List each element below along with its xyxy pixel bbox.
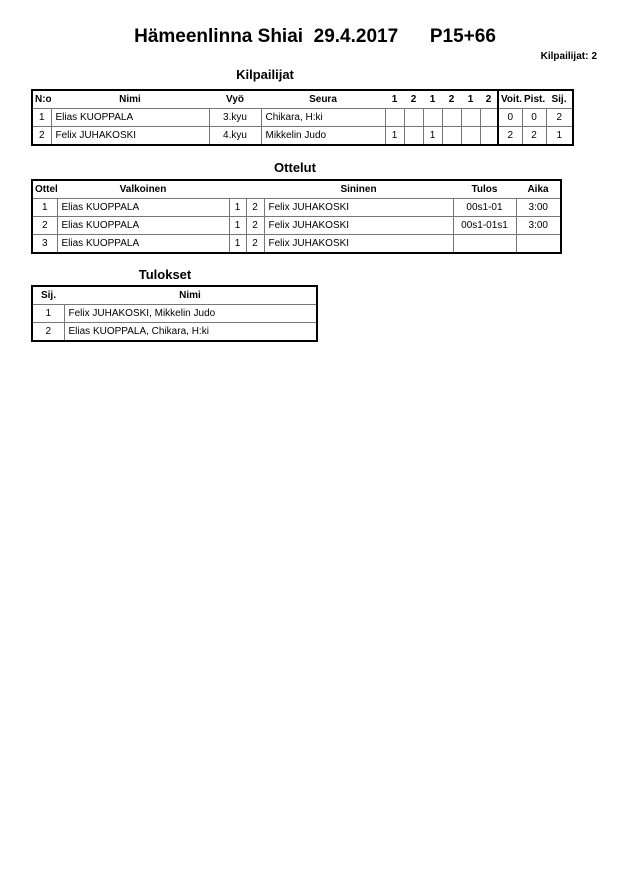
- table-cell: [479, 108, 499, 127]
- competitors-table: N:o Nimi Vyö Seura 1 2 1 2 1 2 Voit. Pist. Sij. 1 Elia…: [31, 89, 574, 146]
- matches-table: OtteluValkoinenSininenTulosAika1Elias KU…: [31, 179, 562, 254]
- table-cell: Chikara, H:ki: [260, 108, 386, 127]
- table-cell: 1: [422, 126, 443, 146]
- table-cell: Elias KUOPPALA: [56, 216, 230, 235]
- count-value: 2: [591, 51, 597, 62]
- count-label: Kilpailijat:: [540, 51, 589, 62]
- table-cell: 0: [497, 108, 523, 127]
- table-cell: 2: [521, 126, 547, 146]
- column-header: Ottelu: [32, 180, 57, 199]
- competitor-count: Kilpailijat: 2: [541, 51, 597, 62]
- column-header: [246, 180, 264, 199]
- category: P15+66: [429, 26, 496, 47]
- table-cell: 3:00: [515, 216, 562, 235]
- column-header: Valkoinen: [57, 180, 229, 199]
- table-row: 1 Felix JUHAKOSKI, Mikkelin Judo: [31, 304, 318, 323]
- event-date: 29.4.2017: [313, 26, 399, 47]
- table-row: 3 Elias KUOPPALA 1 2 Felix JUHAKOSKI: [31, 234, 562, 254]
- column-header: Sininen: [264, 180, 453, 199]
- column-header: Nimi: [51, 90, 209, 109]
- table-cell: [479, 126, 499, 146]
- table-cell: Elias KUOPPALA, Chikara, H:ki: [63, 322, 318, 342]
- table-cell: Felix JUHAKOSKI: [263, 234, 454, 254]
- column-header: Sij.: [546, 90, 573, 109]
- table-cell: [441, 126, 462, 146]
- table-cell: Mikkelin Judo: [260, 126, 386, 146]
- table-cell: 1: [228, 198, 247, 217]
- table-cell: 1: [31, 108, 52, 127]
- column-header: Voit.: [497, 90, 522, 109]
- section-title-tulokset: Tulokset: [138, 267, 192, 282]
- table-row: 2 Elias KUOPPALA 1 2 Felix JUHAKOSKI 00s1-01s…: [31, 216, 562, 235]
- table-cell: 2: [545, 108, 574, 127]
- table-cell: 1: [228, 234, 247, 254]
- table-row: 1 Elias KUOPPALA 3.kyu Chikara, H:ki 0 0 2: [31, 108, 574, 127]
- table-cell: 2: [31, 126, 52, 146]
- column-header: 1: [461, 90, 480, 109]
- table-cell: 2: [245, 198, 265, 217]
- table-row: 2 Felix JUHAKOSKI 4.kyu Mikkelin Judo 1 1 2 2 1: [31, 126, 574, 146]
- column-header: 2: [404, 90, 423, 109]
- table-cell: [403, 126, 424, 146]
- table-cell: 0: [521, 108, 547, 127]
- table-cell: 2: [31, 216, 58, 235]
- column-header: [229, 180, 246, 199]
- table-cell: [441, 108, 462, 127]
- column-header: 1: [423, 90, 442, 109]
- table-cell: Felix JUHAKOSKI: [263, 216, 454, 235]
- column-header: 2: [480, 90, 498, 109]
- table-cell: [422, 108, 443, 127]
- event-name: Hämeenlinna Shiai: [134, 26, 304, 47]
- table-cell: Elias KUOPPALA: [56, 198, 230, 217]
- table-cell: 2: [245, 234, 265, 254]
- table-cell: 4.kyu: [208, 126, 262, 146]
- table-cell: Felix JUHAKOSKI, Mikkelin Judo: [63, 304, 318, 323]
- column-header: 1: [385, 90, 404, 109]
- table-row: 1 Elias KUOPPALA 1 2 Felix JUHAKOSKI 00s1-01 3…: [31, 198, 562, 217]
- table-cell: [460, 108, 481, 127]
- column-header: 2: [442, 90, 461, 109]
- table-cell: 00s1-01: [452, 198, 517, 217]
- table-cell: 3: [31, 234, 58, 254]
- section-title-kilpailijat: Kilpailijat: [236, 67, 294, 82]
- table-cell: [515, 234, 562, 254]
- column-header: Tulos: [453, 180, 516, 199]
- table-cell: [452, 234, 517, 254]
- header-row: N:o Nimi Vyö Seura 1 2 1 2 1 2 Voit. Pist. Sij.: [32, 90, 573, 109]
- table-cell: [403, 108, 424, 127]
- table-cell: 3.kyu: [208, 108, 262, 127]
- column-header: Vyö: [209, 90, 261, 109]
- table-cell: 3:00: [515, 198, 562, 217]
- table-cell: Elias KUOPPALA: [50, 108, 210, 127]
- table-cell: Felix JUHAKOSKI: [263, 198, 454, 217]
- table-cell: [460, 126, 481, 146]
- table-cell: 2: [497, 126, 523, 146]
- table-cell: Felix JUHAKOSKI: [50, 126, 210, 146]
- table-cell: 00s1-01s1: [452, 216, 517, 235]
- header-row: Sij. Nimi: [32, 286, 317, 305]
- results-table: Sij. Nimi 1 Felix JUHAKOSKI, Mikkelin Judo 2…: [31, 285, 318, 342]
- table-cell: Elias KUOPPALA: [56, 234, 230, 254]
- column-header: Sij.: [32, 286, 64, 305]
- table-cell: 1: [384, 126, 405, 146]
- column-header: Aika: [516, 180, 561, 199]
- column-header: N:o: [32, 90, 51, 109]
- table-cell: 2: [245, 216, 265, 235]
- section-title-ottelut: Ottelut: [274, 160, 316, 175]
- table-cell: 1: [228, 216, 247, 235]
- table-cell: [384, 108, 405, 127]
- table-cell: 1: [31, 198, 58, 217]
- table-cell: 1: [31, 304, 65, 323]
- page-title: Hämeenlinna Shiai 29.4.2017 P15+66: [0, 26, 630, 48]
- table-cell: 1: [545, 126, 574, 146]
- table-row: 2 Elias KUOPPALA, Chikara, H:ki: [31, 322, 318, 342]
- table-cell: 2: [31, 322, 65, 342]
- column-header: Pist.: [522, 90, 546, 109]
- column-header: Nimi: [64, 286, 317, 305]
- column-header: Seura: [261, 90, 385, 109]
